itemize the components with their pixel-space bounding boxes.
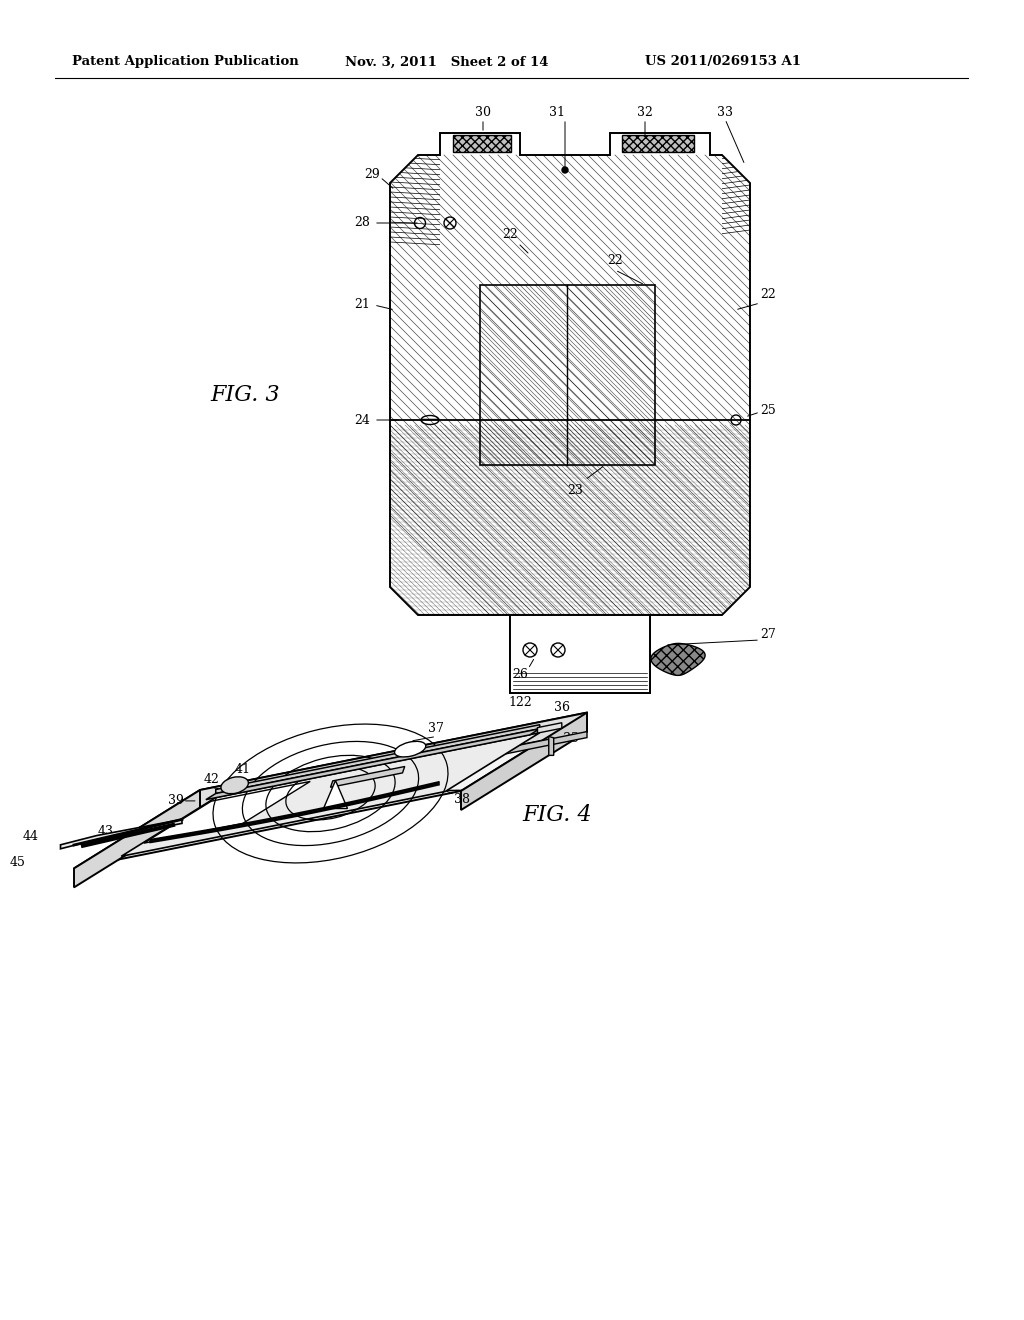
Text: FIG. 4: FIG. 4: [522, 804, 592, 826]
Text: 25: 25: [760, 404, 776, 417]
Text: 34: 34: [370, 791, 385, 804]
Text: 44: 44: [23, 830, 39, 842]
Polygon shape: [461, 713, 587, 810]
Ellipse shape: [221, 776, 249, 793]
Polygon shape: [651, 643, 706, 676]
Text: 24: 24: [354, 413, 370, 426]
Polygon shape: [143, 781, 310, 843]
Text: Nov. 3, 2011   Sheet 2 of 14: Nov. 3, 2011 Sheet 2 of 14: [345, 55, 549, 69]
Polygon shape: [390, 133, 750, 693]
Text: 36: 36: [554, 701, 570, 714]
Text: 31: 31: [549, 107, 565, 120]
Polygon shape: [200, 713, 587, 809]
Polygon shape: [324, 780, 347, 808]
Bar: [622, 135, 694, 152]
Bar: [510, 615, 650, 693]
Text: 43: 43: [97, 825, 114, 838]
Text: FIG. 3: FIG. 3: [210, 384, 280, 407]
Polygon shape: [74, 789, 200, 887]
Text: Patent Application Publication: Patent Application Publication: [72, 55, 299, 69]
Text: 27: 27: [760, 628, 776, 642]
Polygon shape: [206, 729, 540, 800]
Polygon shape: [60, 820, 182, 849]
Text: 33: 33: [717, 107, 733, 120]
Polygon shape: [538, 723, 562, 733]
Text: 26: 26: [512, 668, 528, 681]
Polygon shape: [549, 737, 554, 755]
Bar: [453, 135, 511, 152]
Text: 22: 22: [760, 289, 776, 301]
Text: 23: 23: [567, 483, 583, 496]
Ellipse shape: [394, 742, 426, 756]
Text: 38: 38: [454, 793, 470, 807]
Text: 29: 29: [365, 169, 380, 181]
Polygon shape: [74, 713, 587, 869]
Polygon shape: [216, 725, 540, 793]
Text: 39: 39: [168, 795, 183, 808]
Text: 122: 122: [508, 697, 531, 710]
Polygon shape: [200, 799, 254, 814]
Text: 41: 41: [234, 763, 251, 776]
Polygon shape: [121, 733, 540, 857]
Polygon shape: [200, 731, 587, 814]
Polygon shape: [198, 804, 254, 825]
Text: 21: 21: [354, 298, 370, 312]
Bar: [480, 285, 655, 465]
Polygon shape: [331, 767, 404, 787]
Circle shape: [562, 168, 568, 173]
Text: 22: 22: [502, 228, 518, 242]
Text: 40: 40: [214, 822, 229, 836]
Text: US 2011/0269153 A1: US 2011/0269153 A1: [645, 55, 801, 69]
Text: 32: 32: [637, 107, 653, 120]
Text: 28: 28: [354, 216, 370, 230]
Text: 22: 22: [607, 253, 623, 267]
Text: 45: 45: [10, 855, 26, 869]
Text: 37: 37: [428, 722, 444, 735]
Text: 35: 35: [563, 733, 580, 746]
Text: 30: 30: [475, 107, 490, 120]
Text: 42: 42: [204, 774, 219, 787]
